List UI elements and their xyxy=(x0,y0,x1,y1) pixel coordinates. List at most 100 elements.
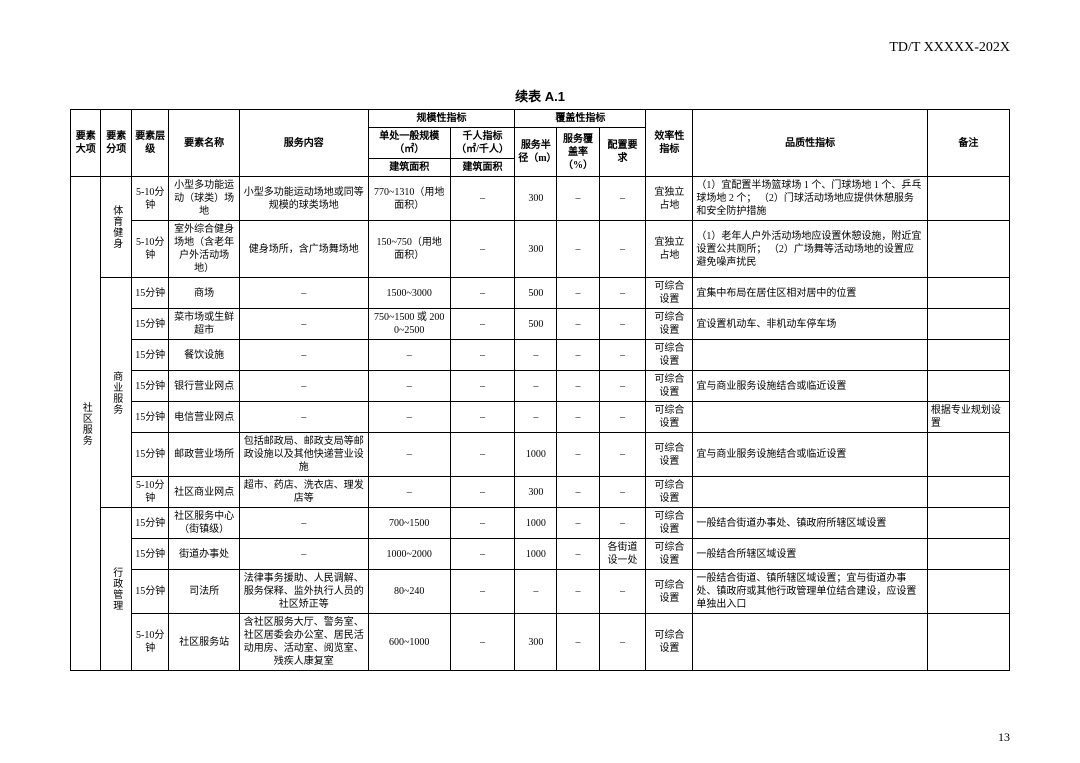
cell-eff: 可综合设置 xyxy=(646,477,693,508)
table-row: 15分钟邮政营业场所包括邮政局、邮政支局等邮政设施以及其他快递营业设施––100… xyxy=(71,433,1010,477)
cell-cov: – xyxy=(557,309,599,340)
cell-eff: 可综合设置 xyxy=(646,402,693,433)
col-cov-group: 覆盖性指标 xyxy=(515,110,646,128)
col-qual: 品质性指标 xyxy=(693,110,927,177)
col-req: 配置要求 xyxy=(599,128,646,177)
cell-elem: 社区商业网点 xyxy=(169,477,239,508)
table-body: 社区服务体育健身5-10分钟小型多功能运动（球类）场地小型多功能运动场地或同等规… xyxy=(71,177,1010,671)
cell-cov: – xyxy=(557,340,599,371)
document-id: TD/T XXXXX-202X xyxy=(70,40,1010,56)
table-row: 15分钟银行营业网点––––––可综合设置宜与商业服务设施结合或临近设置 xyxy=(71,371,1010,402)
cell-radius: – xyxy=(515,340,557,371)
cell-note xyxy=(927,340,1009,371)
cell-req: – xyxy=(599,371,646,402)
cell-note xyxy=(927,539,1009,570)
cell-kilo: – xyxy=(450,477,514,508)
cell-kilo: – xyxy=(450,221,514,278)
cell-note xyxy=(927,614,1009,671)
cell-scale: 1000~2000 xyxy=(368,539,450,570)
cell-note xyxy=(927,433,1009,477)
cell-kilo: – xyxy=(450,614,514,671)
cell-eff: 可综合设置 xyxy=(646,539,693,570)
col-sub: 要素分项 xyxy=(101,110,131,177)
cell-radius: – xyxy=(515,371,557,402)
col-kilo: 千人指标（㎡/千人） xyxy=(450,128,514,159)
col-scale-area: 建筑面积 xyxy=(368,159,450,177)
cell-kilo: – xyxy=(450,570,514,614)
cell-kilo: – xyxy=(450,508,514,539)
cell-svc: 健身场所，含广场舞场地 xyxy=(239,221,368,278)
cell-elem: 司法所 xyxy=(169,570,239,614)
cell-qual: （1）宜配置半场篮球场 1 个、门球场地 1 个、乒乓球场地 2 个； （2）门… xyxy=(693,177,927,221)
cell-level: 15分钟 xyxy=(131,539,169,570)
cell-level: 5-10分钟 xyxy=(131,614,169,671)
cell-cov: – xyxy=(557,433,599,477)
cell-scale: 750~1500 或 2000~2500 xyxy=(368,309,450,340)
cell-eff: 可综合设置 xyxy=(646,278,693,309)
cell-cov: – xyxy=(557,508,599,539)
page-number: 13 xyxy=(998,730,1010,745)
cell-eff: 可综合设置 xyxy=(646,508,693,539)
cell-scale: – xyxy=(368,371,450,402)
cell-radius: 300 xyxy=(515,477,557,508)
cell-radius: 1000 xyxy=(515,539,557,570)
cell-radius: – xyxy=(515,570,557,614)
cell-kilo: – xyxy=(450,371,514,402)
table-row: 15分钟餐饮设施––––––可综合设置 xyxy=(71,340,1010,371)
cell-cov: – xyxy=(557,278,599,309)
cell-cov: – xyxy=(557,570,599,614)
cell-svc: – xyxy=(239,340,368,371)
table-row: 5-10分钟社区商业网点超市、药店、洗衣店、理发店等––300––可综合设置 xyxy=(71,477,1010,508)
col-level: 要素层级 xyxy=(131,110,169,177)
cell-cov: – xyxy=(557,221,599,278)
cell-eff: 可综合设置 xyxy=(646,433,693,477)
cell-cov: – xyxy=(557,539,599,570)
cell-kilo: – xyxy=(450,433,514,477)
cell-elem: 电信营业网点 xyxy=(169,402,239,433)
cell-scale: 700~1500 xyxy=(368,508,450,539)
cell-svc: – xyxy=(239,309,368,340)
cell-scale: 770~1310（用地面积） xyxy=(368,177,450,221)
cell-radius: 500 xyxy=(515,278,557,309)
cell-level: 15分钟 xyxy=(131,433,169,477)
table-row: 15分钟街道办事处–1000~2000–1000–各街道设一处可综合设置一般结合… xyxy=(71,539,1010,570)
cell-qual: （1）老年人户外活动场地应设置休憩设施，附近宜设置公共厕所； （2）广场舞等活动… xyxy=(693,221,927,278)
cell-svc: – xyxy=(239,402,368,433)
col-eff: 效率性指标 xyxy=(646,110,693,177)
cell-svc: – xyxy=(239,508,368,539)
cell-level: 5-10分钟 xyxy=(131,221,169,278)
cell-kilo: – xyxy=(450,177,514,221)
cell-eff: 可综合设置 xyxy=(646,371,693,402)
cell-kilo: – xyxy=(450,309,514,340)
cell-major: 社区服务 xyxy=(71,177,101,671)
cell-req: – xyxy=(599,309,646,340)
cell-level: 15分钟 xyxy=(131,371,169,402)
cell-req: – xyxy=(599,278,646,309)
cell-radius: 500 xyxy=(515,309,557,340)
cell-eff: 宜独立占地 xyxy=(646,221,693,278)
cell-svc: 超市、药店、洗衣店、理发店等 xyxy=(239,477,368,508)
cell-req: – xyxy=(599,614,646,671)
cell-radius: – xyxy=(515,402,557,433)
cell-req: – xyxy=(599,433,646,477)
table-row: 社区服务体育健身5-10分钟小型多功能运动（球类）场地小型多功能运动场地或同等规… xyxy=(71,177,1010,221)
cell-req: – xyxy=(599,570,646,614)
cell-elem: 小型多功能运动（球类）场地 xyxy=(169,177,239,221)
cell-elem: 社区服务中心（街镇级） xyxy=(169,508,239,539)
cell-qual: 一般结合所辖区域设置 xyxy=(693,539,927,570)
table-title: 续表 A.1 xyxy=(70,86,1010,105)
cell-svc: – xyxy=(239,539,368,570)
cell-kilo: – xyxy=(450,340,514,371)
cell-req: – xyxy=(599,221,646,278)
cell-radius: 1000 xyxy=(515,508,557,539)
cell-sub: 行政管理 xyxy=(101,508,131,671)
cell-note xyxy=(927,278,1009,309)
cell-qual: 宜设置机动车、非机动车停车场 xyxy=(693,309,927,340)
cell-qual xyxy=(693,340,927,371)
table-row: 15分钟电信营业网点––––––可综合设置根据专业规划设置 xyxy=(71,402,1010,433)
cell-cov: – xyxy=(557,371,599,402)
cell-elem: 菜市场或生鲜超市 xyxy=(169,309,239,340)
table-row: 15分钟菜市场或生鲜超市–750~1500 或 2000~2500–500––可… xyxy=(71,309,1010,340)
cell-eff: 宜独立占地 xyxy=(646,177,693,221)
table-row: 5-10分钟社区服务站含社区服务大厅、警务室、社区居委会办公室、居民活动用房、活… xyxy=(71,614,1010,671)
